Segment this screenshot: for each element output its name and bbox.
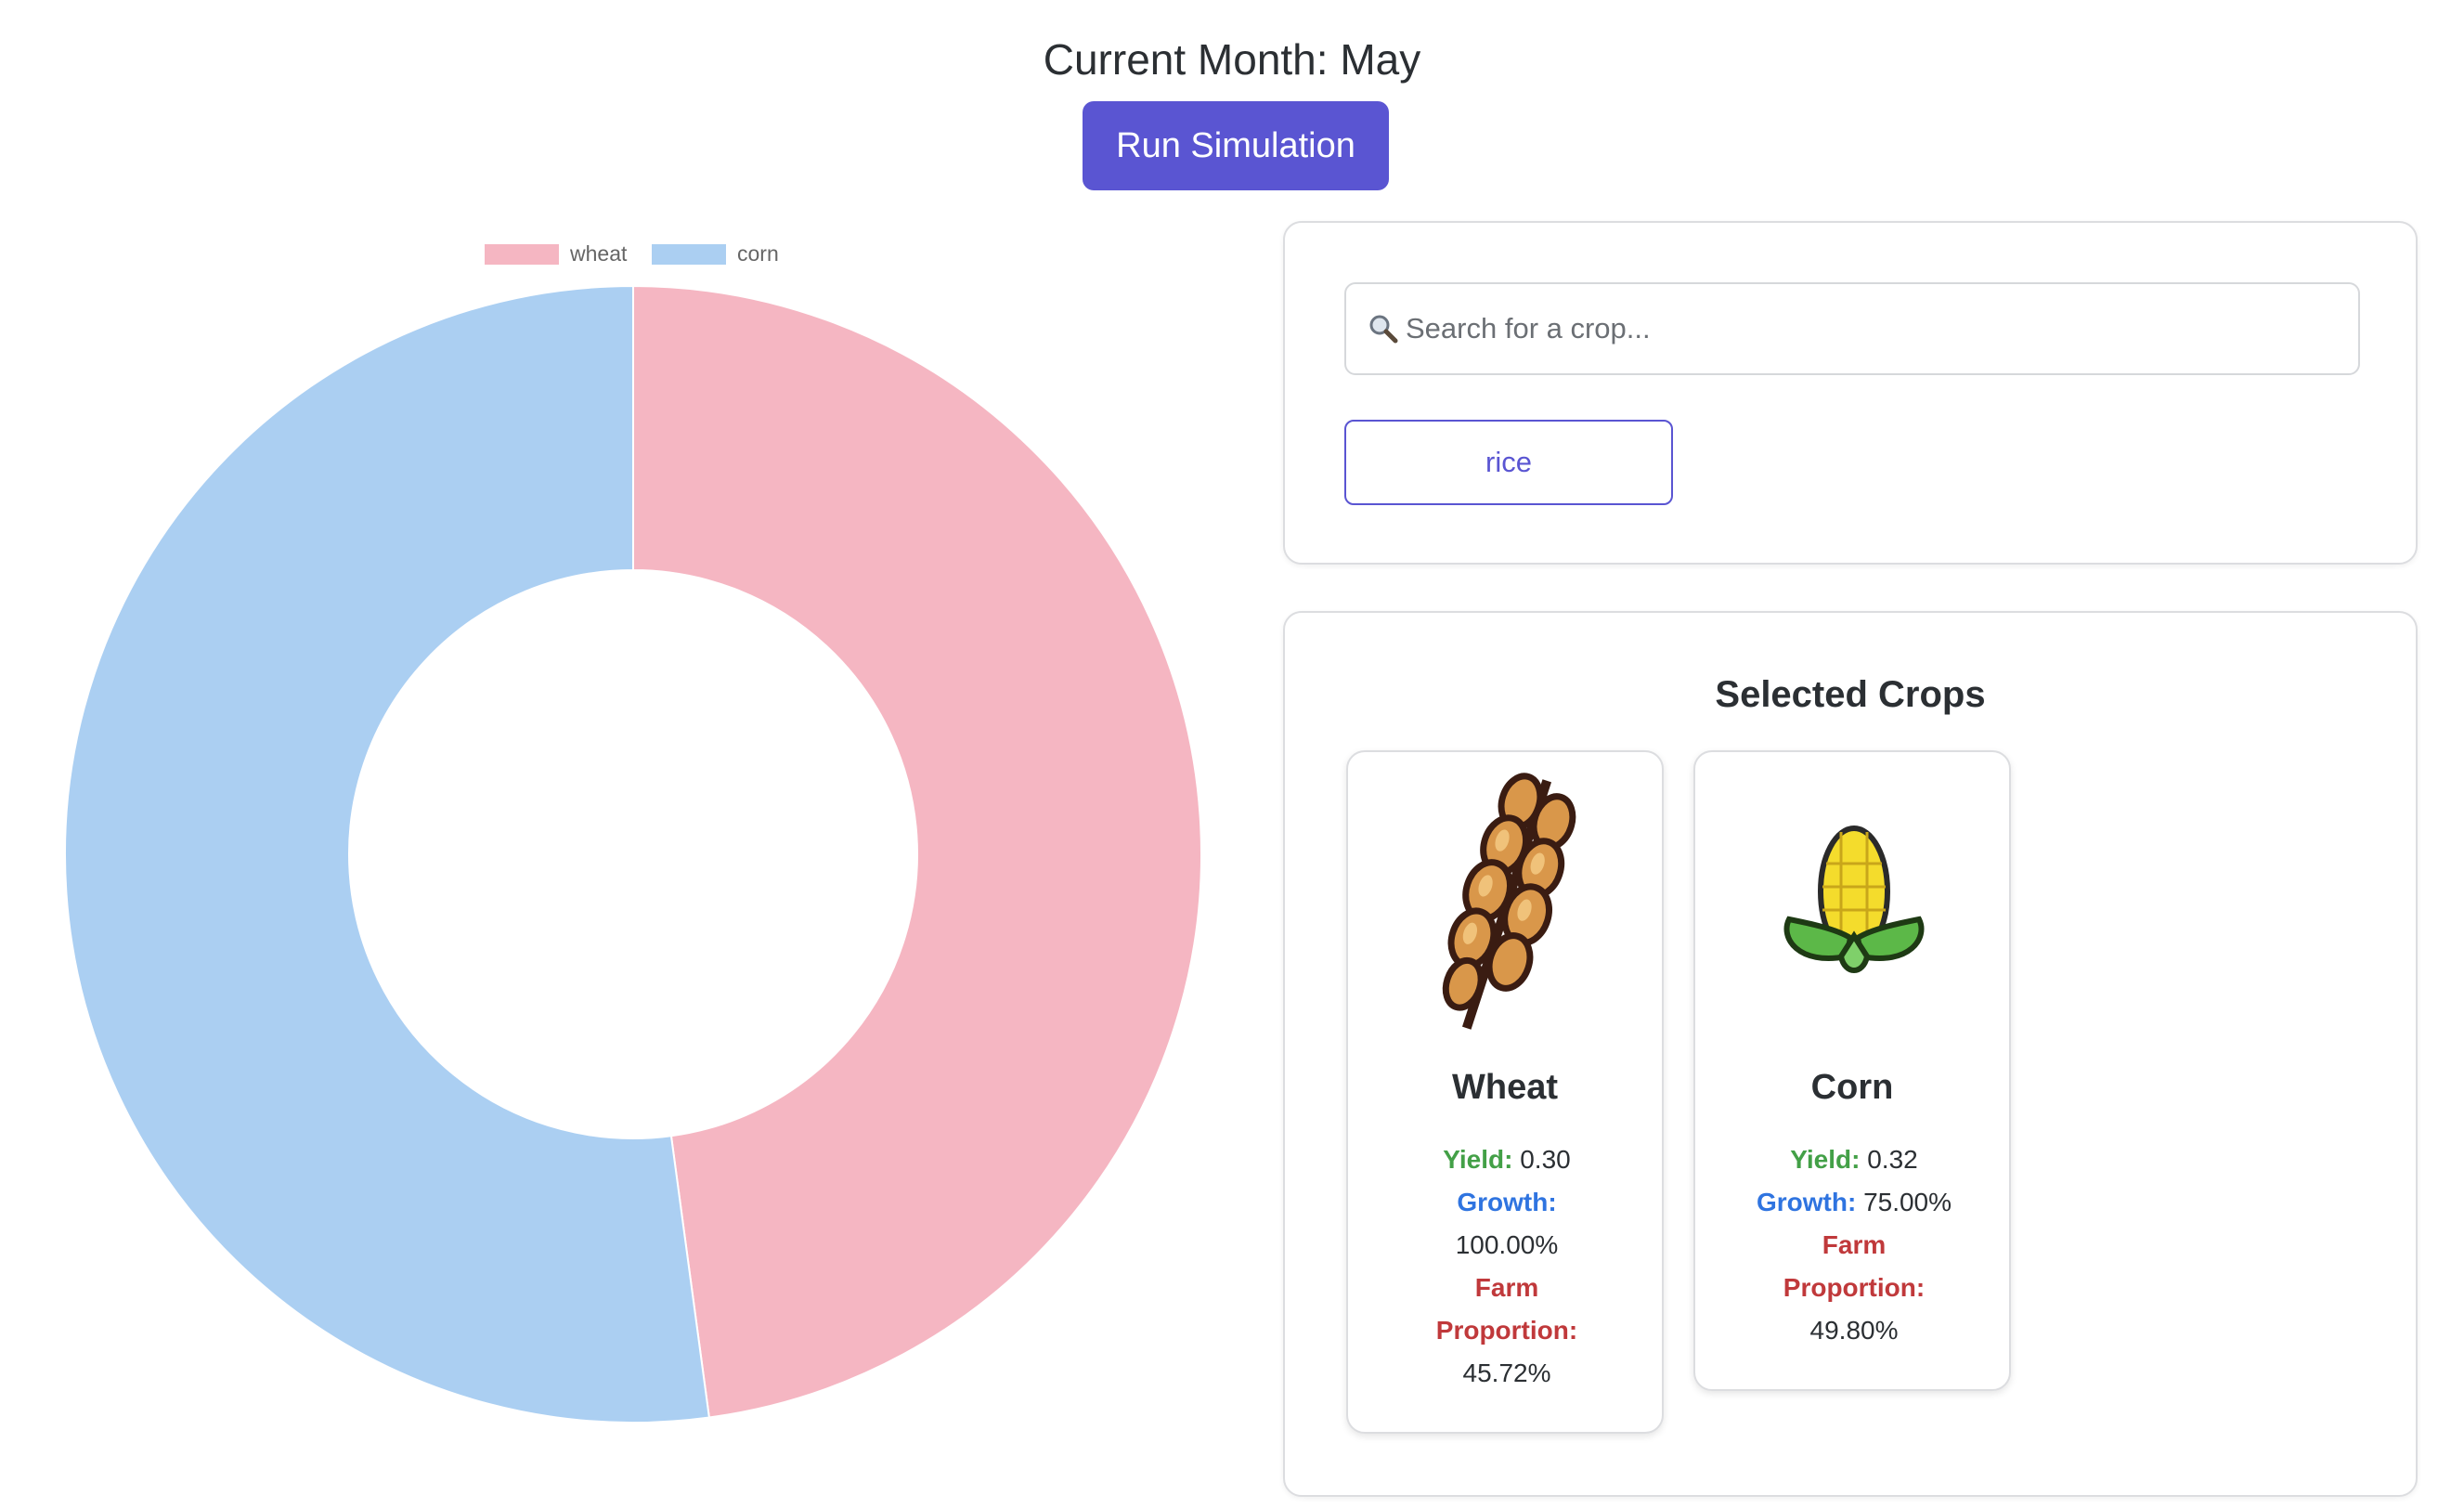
- search-input[interactable]: [1406, 301, 2334, 357]
- yield-label: Yield:: [1443, 1145, 1513, 1174]
- proportion-value: 49.80%: [1809, 1316, 1899, 1345]
- corn-icon: [1695, 765, 2009, 1044]
- selected-crops-panel: Selected Crops: [1283, 611, 2418, 1497]
- yield-value: 0.30: [1520, 1145, 1571, 1174]
- legend-swatch-corn[interactable]: [652, 244, 726, 265]
- selected-crops-title: Selected Crops: [1715, 674, 1986, 715]
- run-simulation-button[interactable]: Run Simulation: [1083, 101, 1389, 190]
- crop-proportion-chart: wheat corn: [0, 214, 1244, 1439]
- crop-card-corn[interactable]: Corn Yield: 0.32 Growth: 75.00% Farm Pro…: [1693, 750, 2011, 1391]
- legend-label-wheat[interactable]: wheat: [569, 241, 628, 266]
- legend-swatch-wheat[interactable]: [485, 244, 559, 265]
- yield-value: 0.32: [1867, 1145, 1918, 1174]
- crop-stats: Yield: 0.32 Growth: 75.00% Farm Proporti…: [1714, 1138, 1994, 1352]
- crop-card-wheat[interactable]: Wheat Yield: 0.30 Growth: 100.00% Farm Pr…: [1346, 750, 1664, 1434]
- yield-label: Yield:: [1790, 1145, 1861, 1174]
- search-panel: rice: [1283, 221, 2418, 565]
- crop-suggestion-rice[interactable]: rice: [1344, 420, 1673, 505]
- magnifier-icon: [1367, 312, 1400, 345]
- search-box[interactable]: [1344, 282, 2360, 375]
- proportion-label: Farm Proportion:: [1783, 1230, 1926, 1302]
- crop-name: Wheat: [1452, 1068, 1558, 1107]
- crop-name: Corn: [1810, 1068, 1894, 1107]
- wheat-icon: [1348, 765, 1662, 1044]
- doughnut-chart-svg: wheat corn: [64, 241, 1203, 1424]
- growth-value: 100.00%: [1455, 1230, 1559, 1259]
- month-title: Current Month: May: [1043, 35, 1421, 84]
- crop-stats: Yield: 0.30 Growth: 100.00% Farm Proporti…: [1367, 1138, 1647, 1395]
- slice-corn[interactable]: [64, 284, 711, 1424]
- proportion-value: 45.72%: [1462, 1358, 1551, 1387]
- growth-label: Growth:: [1457, 1188, 1557, 1216]
- slice-wheat[interactable]: [632, 284, 1203, 1419]
- legend-label-corn[interactable]: corn: [737, 241, 779, 266]
- growth-value: 75.00%: [1863, 1188, 1952, 1216]
- proportion-label: Farm Proportion:: [1435, 1273, 1578, 1345]
- growth-label: Growth:: [1756, 1188, 1857, 1216]
